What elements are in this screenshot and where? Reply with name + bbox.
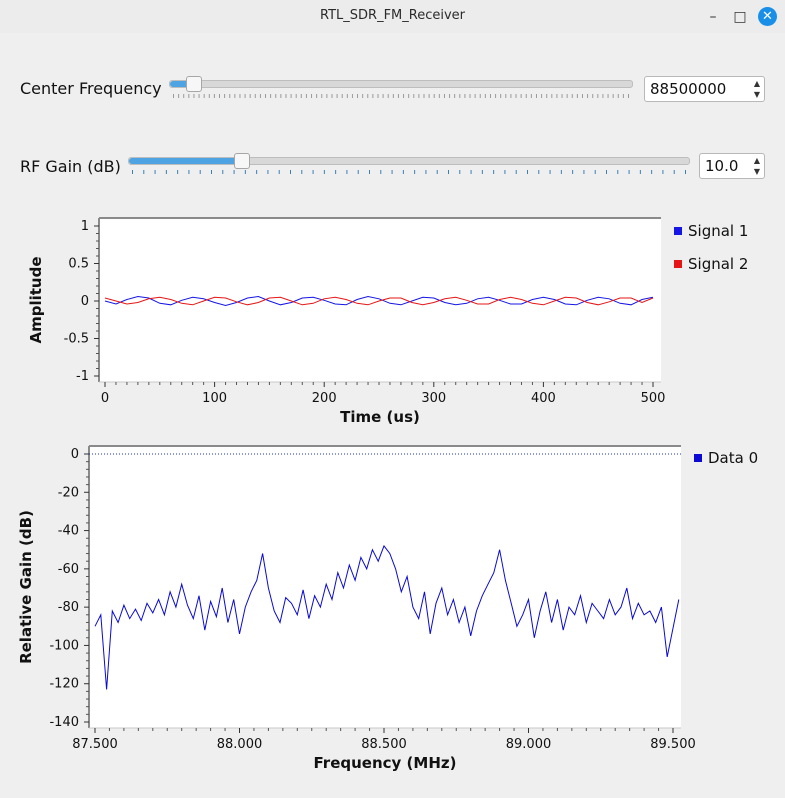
y-tick-label: -60 (58, 562, 79, 577)
y-axis-label: Relative Gain (dB) (17, 510, 35, 664)
y-tick-label: 1 (81, 219, 89, 234)
y-tick-label: -40 (58, 524, 79, 539)
x-tick-label: 87.500 (72, 737, 118, 752)
center-frequency-spinbox[interactable]: 88500000 ▲ ▼ (644, 76, 765, 102)
y-axis-label: Amplitude (27, 256, 45, 343)
y-tick-label: -140 (49, 715, 79, 730)
title-bar: RTL_SDR_FM_Receiver – □ ✕ (0, 0, 785, 33)
y-tick-label: -20 (58, 485, 79, 500)
plot-area (89, 446, 681, 728)
y-tick-label: -0.5 (64, 332, 89, 347)
series-line-1 (104, 295, 654, 307)
spin-down-icon[interactable]: ▼ (753, 167, 761, 176)
minimize-icon[interactable]: – (709, 9, 717, 25)
close-icon[interactable]: ✕ (758, 7, 777, 26)
center-frequency-slider-handle[interactable] (186, 76, 203, 92)
center-frequency-slider[interactable] (169, 76, 633, 92)
legend-label: Signal 1 (688, 222, 748, 240)
y-tick-label: -80 (58, 600, 79, 615)
spin-down-icon[interactable]: ▼ (753, 90, 761, 99)
center-frequency-value[interactable]: 88500000 (650, 80, 727, 98)
x-tick-label: 88.500 (361, 737, 407, 752)
legend-swatch (674, 227, 682, 235)
rf-gain-value[interactable]: 10.0 (705, 157, 739, 175)
center-frequency-label: Center Frequency (20, 79, 162, 98)
rf-gain-slider-fill (129, 158, 241, 164)
rf-gain-slider-handle[interactable] (234, 153, 250, 169)
rf-gain-spinbox[interactable]: 10.0 ▲ ▼ (699, 153, 765, 179)
maximize-icon[interactable]: □ (733, 9, 747, 25)
legend-swatch (674, 260, 682, 268)
x-tick-label: 400 (531, 391, 556, 406)
center-frequency-slider-ticks (173, 94, 629, 98)
y-tick-label: -100 (49, 638, 79, 653)
y-tick-label: 0 (71, 447, 79, 462)
rf-gain-slider[interactable] (128, 153, 690, 169)
x-axis-label: Frequency (MHz) (314, 754, 457, 772)
legend-swatch (694, 454, 702, 462)
legend-label: Data 0 (708, 449, 758, 467)
x-tick-label: 300 (421, 391, 446, 406)
y-tick-label: -120 (49, 677, 79, 692)
x-tick-label: 100 (202, 391, 227, 406)
x-axis-label: Time (us) (340, 408, 420, 426)
x-tick-label: 89.000 (506, 737, 552, 752)
frequency-plot[interactable]: 0 -20 -40 -60 -80 -100 -120 -140 87.500 88.000 88.… (0, 440, 785, 790)
rf-gain-label: RF Gain (dB) (20, 157, 121, 176)
spin-up-icon[interactable]: ▲ (753, 156, 761, 165)
x-tick-label: 0 (101, 391, 109, 406)
y-tick-label: -1 (76, 369, 89, 384)
center-frequency-slider-fill (170, 81, 194, 87)
series-line-2 (104, 296, 654, 306)
y-tick-label: 0 (81, 294, 89, 309)
x-tick-label: 500 (641, 391, 666, 406)
x-tick-label: 200 (312, 391, 337, 406)
rf-gain-slider-ticks (132, 170, 686, 174)
y-tick-label: 0.5 (68, 257, 89, 272)
plot-area (99, 218, 661, 382)
series-line-1 (94, 544, 680, 690)
spin-up-icon[interactable]: ▲ (753, 79, 761, 88)
window-title: RTL_SDR_FM_Receiver (320, 8, 465, 23)
x-tick-label: 88.000 (217, 737, 263, 752)
time-domain-plot[interactable]: 1 0.5 0 -0.5 -1 0 100 200 300 400 500 Time (us) Ampl… (0, 205, 785, 435)
x-tick-label: 89.500 (650, 737, 696, 752)
legend-label: Signal 2 (688, 255, 748, 273)
